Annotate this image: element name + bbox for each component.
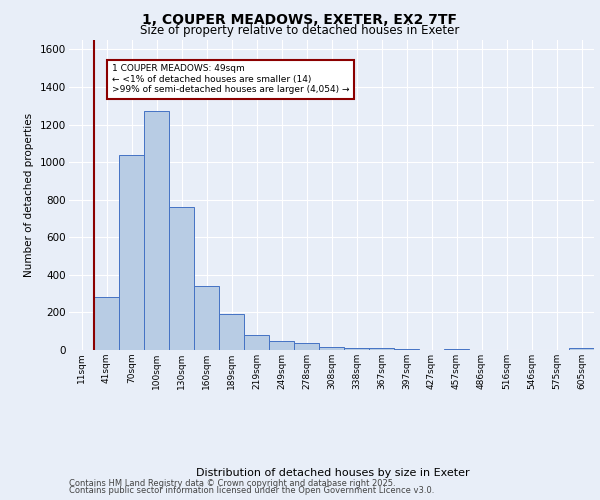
Bar bbox=[144, 112, 169, 350]
Bar bbox=[294, 344, 319, 350]
Bar bbox=[394, 349, 419, 350]
Bar bbox=[194, 286, 219, 350]
Bar bbox=[569, 348, 594, 350]
Text: Contains HM Land Registry data © Crown copyright and database right 2025.: Contains HM Land Registry data © Crown c… bbox=[69, 478, 395, 488]
Bar bbox=[244, 335, 269, 350]
Y-axis label: Number of detached properties: Number of detached properties bbox=[25, 113, 34, 277]
Bar bbox=[94, 298, 119, 350]
Bar bbox=[269, 340, 294, 350]
Bar bbox=[169, 207, 194, 350]
Text: Contains public sector information licensed under the Open Government Licence v3: Contains public sector information licen… bbox=[69, 486, 434, 495]
Text: 1, COUPER MEADOWS, EXETER, EX2 7TF: 1, COUPER MEADOWS, EXETER, EX2 7TF bbox=[143, 12, 458, 26]
Bar bbox=[119, 154, 144, 350]
Text: 1 COUPER MEADOWS: 49sqm
← <1% of detached houses are smaller (14)
>99% of semi-d: 1 COUPER MEADOWS: 49sqm ← <1% of detache… bbox=[112, 64, 349, 94]
Text: Distribution of detached houses by size in Exeter: Distribution of detached houses by size … bbox=[196, 468, 470, 477]
Bar bbox=[369, 348, 394, 350]
Bar bbox=[444, 349, 469, 350]
Bar bbox=[219, 314, 244, 350]
Text: Size of property relative to detached houses in Exeter: Size of property relative to detached ho… bbox=[140, 24, 460, 37]
Bar bbox=[344, 348, 369, 350]
Bar bbox=[319, 347, 344, 350]
